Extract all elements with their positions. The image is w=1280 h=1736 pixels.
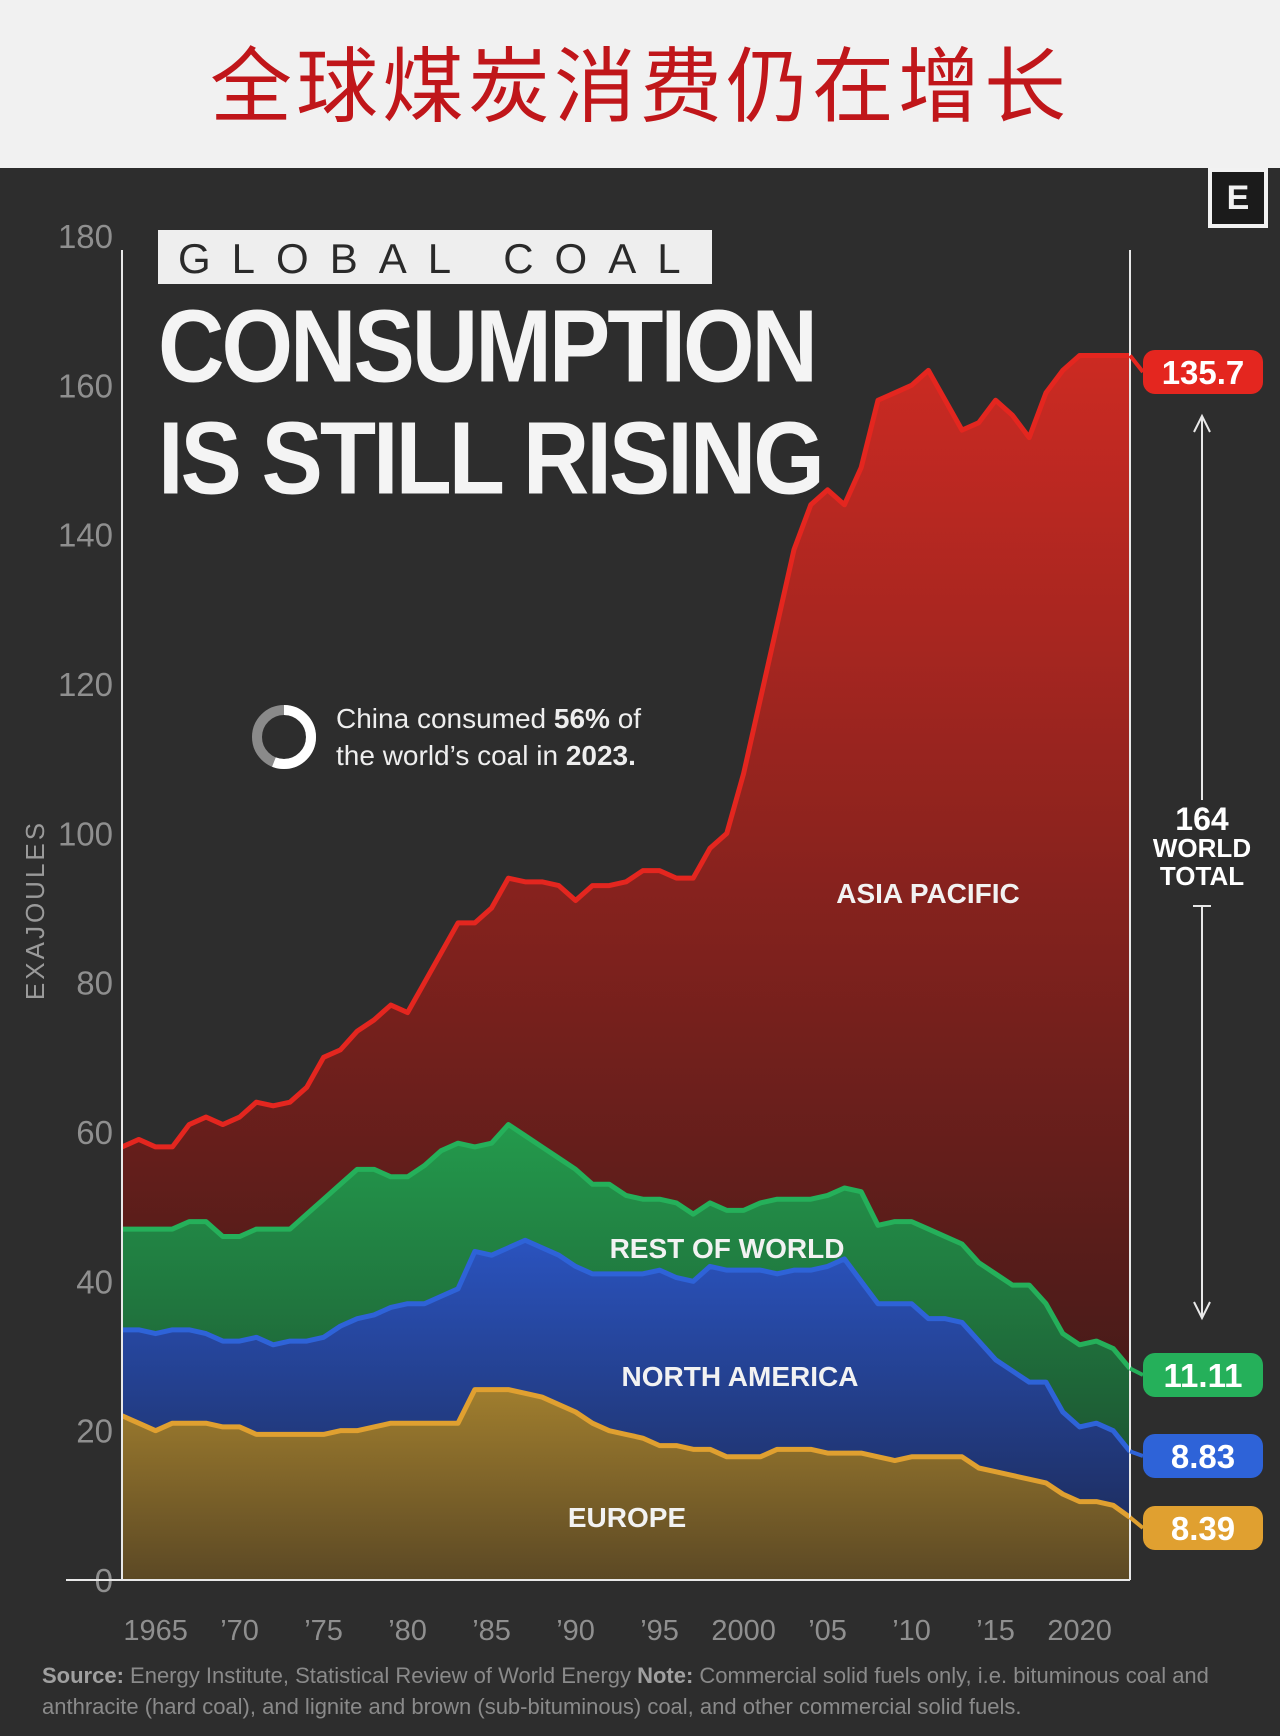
line-rest-of-world (122, 1122, 1132, 1371)
y-tick-label: 20 (76, 1413, 113, 1450)
x-tick-label: ’70 (220, 1615, 259, 1647)
end-value-label: 8.83 (1171, 1438, 1235, 1475)
end-value-label: 11.11 (1164, 1357, 1243, 1394)
china-annotation: China consumed 56% of the world’s coal i… (250, 700, 641, 774)
end-connector (1128, 354, 1145, 374)
x-tick-label: ’95 (640, 1615, 679, 1647)
end-value-pill (1143, 1353, 1263, 1397)
arrow-down-icon (1193, 1301, 1211, 1321)
series-label: EUROPE (568, 1502, 686, 1533)
y-tick-label: 80 (76, 965, 113, 1002)
end-value-pill (1143, 350, 1263, 394)
y-axis-label: EXAJOULES (20, 820, 50, 1000)
series-label: NORTH AMERICA (622, 1361, 859, 1392)
x-tick-label: ’75 (304, 1615, 343, 1647)
y-tick-label: 160 (58, 367, 113, 404)
y-tick-label: 140 (58, 517, 113, 554)
end-value-pill (1143, 1506, 1263, 1550)
x-tick-label: ’10 (892, 1615, 931, 1647)
chart-title-block: GLOBAL COAL CONSUMPTION IS STILL RISING (158, 230, 825, 516)
total-value: 164 (1175, 801, 1229, 837)
series-label: ASIA PACIFIC (836, 878, 1020, 909)
y-tick-label: 40 (76, 1263, 113, 1300)
y-tick-label: 100 (58, 815, 113, 852)
end-connector (1129, 1449, 1144, 1458)
title-line-3: IS STILL RISING (158, 401, 825, 516)
source-note: Source: Energy Institute, Statistical Re… (42, 1663, 1209, 1719)
area-north-america (122, 1240, 1130, 1518)
chinese-title: 全球煤炭消费仍在增长 (209, 40, 1070, 135)
line-europe (120, 1387, 1132, 1520)
y-tick-label: 120 (58, 666, 113, 703)
area-europe (122, 1389, 1130, 1580)
annotation-text: China consumed 56% of the world’s coal i… (336, 703, 642, 771)
line-north-america (122, 1237, 1132, 1453)
arrow-up-icon (1193, 413, 1211, 433)
end-connector (1128, 1515, 1145, 1530)
x-tick-label: 1965 (123, 1615, 188, 1647)
x-tick-label: ’90 (556, 1615, 595, 1647)
x-tick-label: ’05 (808, 1615, 847, 1647)
annotation-percent: 56% (553, 703, 610, 734)
x-tick-label: 2020 (1047, 1615, 1112, 1647)
end-value-label: 8.39 (1171, 1510, 1235, 1547)
total-label-1: WORLD (1153, 833, 1251, 863)
donut-icon (252, 705, 316, 769)
x-tick-label: ’15 (976, 1615, 1015, 1647)
annotation-year: 2023. (565, 740, 636, 771)
area-rest-of-world (122, 1124, 1130, 1452)
header-banner: 全球煤炭消费仍在增长 (0, 0, 1280, 168)
end-connector (1129, 1366, 1144, 1377)
line-asia-pacific (120, 352, 1130, 1150)
area-asia-pacific (122, 355, 1130, 1369)
publisher-logo: E (1208, 168, 1268, 228)
y-tick-label: 180 (58, 218, 113, 255)
title-line-1: GLOBAL COAL (158, 230, 712, 284)
series-label: REST OF WORLD (610, 1233, 845, 1264)
end-value-pill (1143, 1434, 1263, 1478)
x-tick-label: ’85 (472, 1615, 511, 1647)
end-value-label: 135.7 (1162, 354, 1245, 391)
x-tick-label: ’80 (388, 1615, 427, 1647)
y-tick-label: 60 (76, 1114, 113, 1151)
x-tick-label: 2000 (711, 1615, 776, 1647)
title-line-2: CONSUMPTION (158, 289, 818, 404)
total-label-2: TOTAL (1160, 861, 1244, 891)
